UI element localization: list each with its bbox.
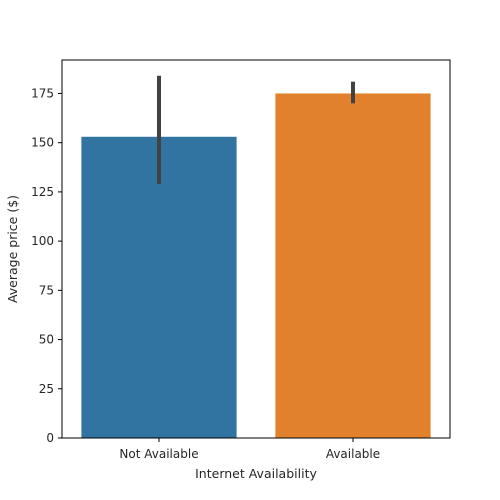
y-tick-label: 25: [39, 382, 54, 396]
y-tick-label: 125: [31, 185, 54, 199]
y-axis-ticks: 0 25 50 75 100 125 150 175: [31, 86, 62, 445]
bars-layer: [81, 93, 431, 438]
x-tick-label: Not Available: [119, 447, 198, 461]
x-tick-label: Available: [326, 447, 380, 461]
error-bars-layer: [157, 75, 355, 185]
y-tick-label: 75: [39, 283, 54, 297]
x-axis-ticks: Not Available Available: [119, 438, 380, 461]
y-tick-label: 50: [39, 333, 54, 347]
y-tick-label: 175: [31, 86, 54, 100]
y-tick-label: 100: [31, 234, 54, 248]
y-tick-label: 150: [31, 136, 54, 150]
y-axis-label: Average price ($): [5, 195, 20, 303]
bar-available: [275, 93, 431, 438]
x-axis-label: Internet Availability: [195, 466, 317, 481]
y-tick-label: 0: [46, 431, 54, 445]
plot-frame: [61, 59, 451, 439]
bar-not-available: [81, 136, 237, 438]
